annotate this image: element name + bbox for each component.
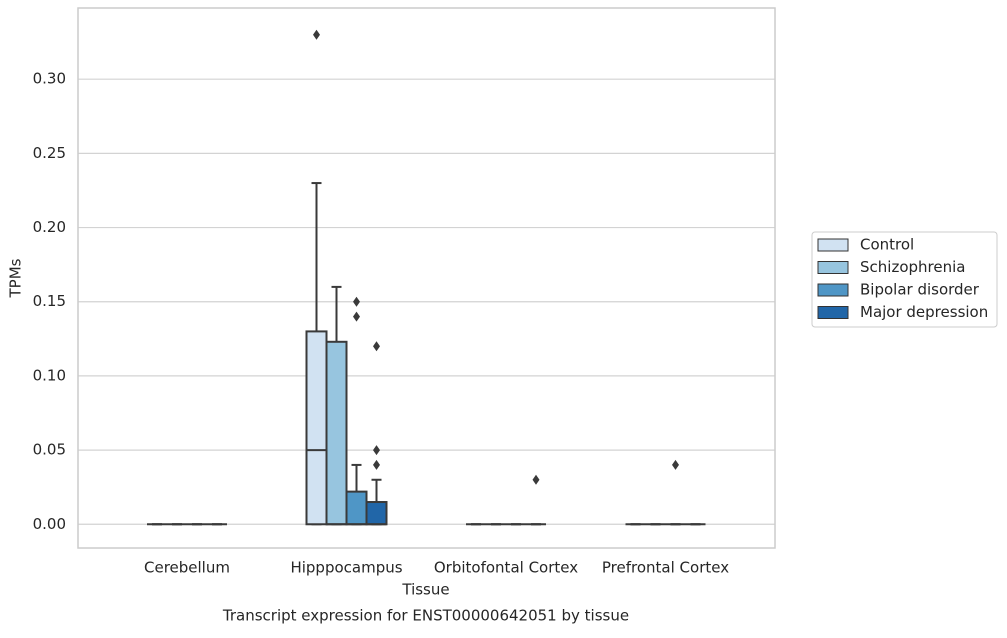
y-axis-label: TPMs xyxy=(7,258,25,298)
outlier xyxy=(353,296,360,307)
x-axis-label: Tissue xyxy=(401,581,449,599)
legend-swatch xyxy=(817,238,849,252)
outlier xyxy=(373,445,380,456)
outlier xyxy=(373,341,380,352)
y-tick-label: 0.30 xyxy=(33,70,66,88)
legend-frame xyxy=(811,231,998,328)
y-tick-label: 0.20 xyxy=(33,218,66,236)
outlier xyxy=(353,311,360,322)
x-tick-label: Cerebellum xyxy=(144,559,230,577)
x-tick-label: Orbitofontal Cortex xyxy=(434,559,578,577)
box xyxy=(325,340,348,526)
y-tick-label: 0.00 xyxy=(33,515,66,533)
outlier xyxy=(672,459,679,470)
chart-title: Transcript expression for ENST0000064205… xyxy=(222,607,629,625)
box xyxy=(345,490,368,526)
legend-label: Control xyxy=(860,236,914,254)
y-tick-label: 0.10 xyxy=(33,366,66,384)
x-tick-label: Prefrontal Cortex xyxy=(602,559,729,577)
x-tick-label: Hipppocampus xyxy=(290,559,402,577)
legend-swatch xyxy=(817,283,849,297)
box xyxy=(365,501,388,526)
box xyxy=(305,330,328,526)
outlier xyxy=(373,459,380,470)
legend-label: Bipolar disorder xyxy=(860,281,980,299)
y-tick-label: 0.25 xyxy=(33,144,66,162)
y-tick-label: 0.05 xyxy=(33,441,66,459)
legend-swatch xyxy=(817,306,849,319)
outlier xyxy=(532,474,540,485)
plot-frame xyxy=(77,7,776,549)
legend-label: Major depression xyxy=(860,303,988,321)
y-tick-label: 0.15 xyxy=(33,292,66,310)
legend-label: Schizophrenia xyxy=(860,258,965,276)
outlier xyxy=(313,29,320,40)
legend-swatch xyxy=(817,261,849,274)
